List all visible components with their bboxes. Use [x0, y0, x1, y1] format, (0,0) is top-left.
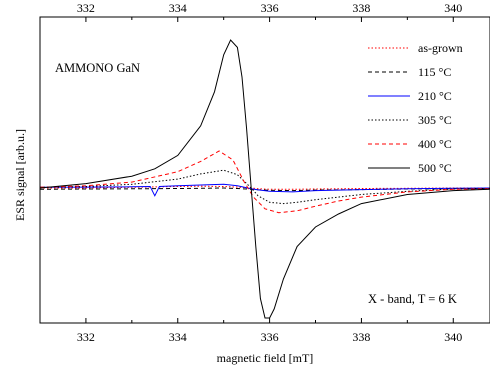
y-axis-label: ESR signal [arb.u.] [13, 129, 27, 221]
x-tick-label-top: 338 [352, 1, 370, 15]
legend-label-2: 115 °C [418, 65, 451, 79]
x-axis-label: magnetic field [mT] [217, 351, 314, 365]
series-line-6 [39, 39, 490, 319]
x-tick-label-top: 336 [261, 1, 279, 15]
series-line-3 [39, 183, 490, 197]
x-tick-label-bottom: 332 [77, 330, 95, 344]
x-tick-label-top: 334 [169, 1, 187, 15]
series-line-1 [40, 185, 490, 190]
legend-label-3: 210 °C [418, 89, 452, 103]
plot-frame [39, 16, 490, 324]
series-line-4 [39, 169, 490, 205]
x-tick-label-bottom: 340 [444, 330, 462, 344]
legend: as-grown 115 °C 210 °C 305 °C 400 °C 500 °C [368, 41, 463, 175]
x-tick-label-top: 332 [77, 1, 95, 15]
x-tick-label-bottom: 338 [352, 330, 370, 344]
conditions-annotation: X - band, T = 6 K [368, 292, 457, 306]
x-tick-label-bottom: 336 [261, 330, 279, 344]
x-tick-label-top: 340 [444, 1, 462, 15]
x-tick-label-bottom: 334 [169, 330, 187, 344]
legend-label-4: 305 °C [418, 113, 452, 127]
sample-annotation: AMMONO GaN [55, 61, 140, 75]
legend-label-1: as-grown [418, 41, 463, 55]
series-line-5 [39, 150, 490, 214]
legend-label-5: 400 °C [418, 137, 452, 151]
legend-label-6: 500 °C [418, 161, 452, 175]
